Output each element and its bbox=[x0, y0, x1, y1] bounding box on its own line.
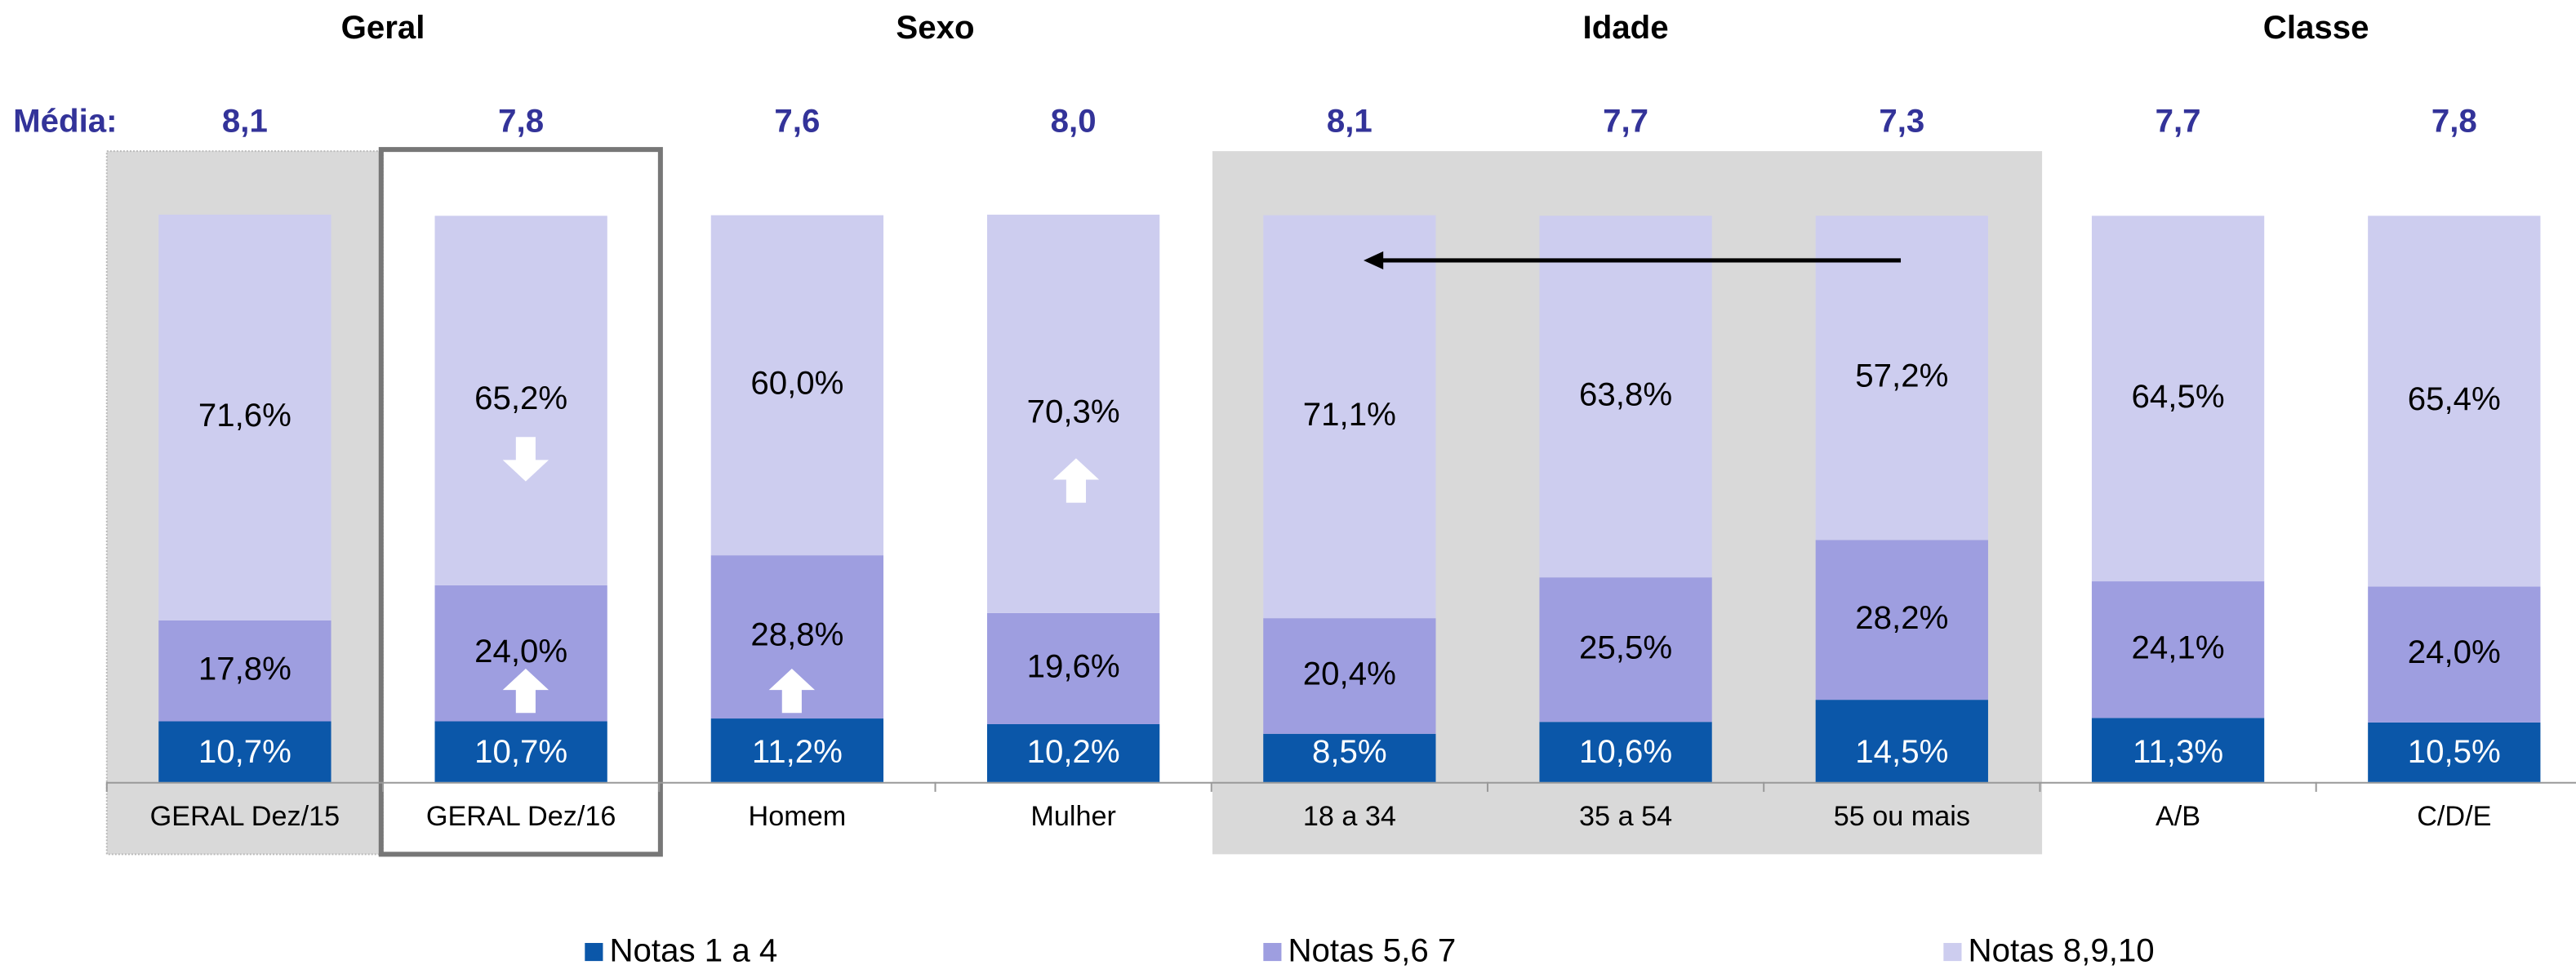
group-header: Sexo bbox=[896, 9, 974, 46]
highlight-box bbox=[378, 147, 663, 857]
average-label: 7,8 bbox=[498, 103, 544, 140]
arrow-up bbox=[502, 668, 549, 714]
data-label: 24,1% bbox=[2132, 629, 2225, 665]
bar-segment bbox=[158, 214, 331, 620]
bar-segment bbox=[158, 620, 331, 722]
bar-segment bbox=[1815, 700, 1988, 782]
annotations bbox=[502, 251, 1902, 714]
trend-arrow-head bbox=[1364, 251, 1384, 270]
data-label: 11,2% bbox=[752, 733, 843, 770]
bar-segment bbox=[2091, 581, 2265, 718]
group-header: Geral bbox=[341, 9, 425, 46]
average-label: 8,0 bbox=[1051, 103, 1097, 140]
average-label: 7,3 bbox=[1879, 103, 1924, 140]
bar-segment bbox=[1815, 216, 1988, 540]
bar-segment bbox=[434, 721, 607, 782]
arrow-up bbox=[768, 668, 816, 714]
bar-segment bbox=[2091, 718, 2265, 782]
bar-segment bbox=[2368, 216, 2541, 587]
data-label: 70,3% bbox=[1027, 394, 1120, 430]
bar-segment bbox=[1263, 733, 1436, 782]
data-label: 10,6% bbox=[1579, 733, 1672, 770]
data-label: 10,7% bbox=[474, 733, 567, 770]
data-label: 14,5% bbox=[1855, 733, 1948, 770]
data-label: 19,6% bbox=[1027, 648, 1120, 685]
data-label: 24,0% bbox=[2408, 634, 2501, 670]
legend-label: Notas 1 a 4 bbox=[609, 932, 777, 969]
average-label: 8,1 bbox=[222, 103, 268, 140]
data-label: 60,0% bbox=[750, 364, 843, 401]
x-tick-label: Mulher bbox=[1030, 801, 1116, 832]
bar-segment bbox=[2368, 586, 2541, 723]
data-label: 11,3% bbox=[2133, 733, 2223, 770]
legend-label: Notas 8,9,10 bbox=[1969, 932, 2155, 969]
bar-segment bbox=[1539, 577, 1712, 723]
data-label: 63,8% bbox=[1579, 376, 1672, 412]
x-tick-label: 35 a 54 bbox=[1579, 801, 1672, 832]
data-label: 10,7% bbox=[198, 733, 291, 770]
legend-swatch bbox=[1263, 942, 1282, 962]
bar-segment bbox=[1539, 722, 1712, 782]
bar-segment bbox=[986, 214, 1160, 613]
legend-swatch bbox=[1943, 942, 1962, 962]
legend-label: Notas 5,6 7 bbox=[1288, 932, 1457, 969]
bar-segment bbox=[158, 721, 331, 782]
x-tick-label: Homem bbox=[749, 801, 847, 832]
x-tick-label: 18 a 34 bbox=[1303, 801, 1396, 832]
data-label: 8,5% bbox=[1312, 733, 1387, 770]
average-label: 7,7 bbox=[1603, 103, 1648, 140]
data-label: 10,2% bbox=[1027, 733, 1120, 770]
average-label: 7,8 bbox=[2431, 103, 2477, 140]
group-header: Classe bbox=[2263, 9, 2369, 46]
data-label: 65,4% bbox=[2408, 380, 2501, 417]
arrow-up bbox=[1052, 458, 1100, 503]
average-label: 8,1 bbox=[1327, 103, 1373, 140]
bar-segment bbox=[986, 723, 1160, 782]
x-tick-label: C/D/E bbox=[2417, 801, 2491, 832]
legend-swatch bbox=[585, 942, 603, 962]
arrow-down bbox=[502, 437, 549, 482]
averages-label: Média: bbox=[13, 103, 117, 140]
x-tick-label: GERAL Dez/15 bbox=[150, 801, 340, 832]
bar-segment bbox=[710, 215, 884, 556]
data-label: 65,2% bbox=[474, 380, 567, 416]
marks: Geral Sexo Idade Classe GERAL Dez/15 8,1 10,7%… bbox=[105, 9, 2541, 969]
data-label: 24,0% bbox=[474, 633, 567, 669]
data-label: 28,8% bbox=[750, 616, 843, 653]
bar-segment bbox=[710, 718, 884, 782]
group-header: Idade bbox=[1583, 9, 1669, 46]
x-tick-label: A/B bbox=[2156, 801, 2200, 832]
data-label: 17,8% bbox=[198, 650, 291, 687]
bar-segment bbox=[2368, 722, 2541, 782]
data-label: 57,2% bbox=[1855, 357, 1948, 394]
bar-segment bbox=[2091, 216, 2265, 582]
bar-segment bbox=[1263, 215, 1436, 619]
bar-segment bbox=[434, 216, 607, 585]
bar-segment bbox=[986, 612, 1160, 724]
average-label: 7,7 bbox=[2156, 103, 2201, 140]
data-label: 28,2% bbox=[1855, 599, 1948, 636]
data-label: 71,1% bbox=[1303, 396, 1396, 433]
x-tick-label: 55 ou mais bbox=[1834, 801, 1970, 832]
data-label: 25,5% bbox=[1579, 629, 1672, 665]
data-label: 10,5% bbox=[2408, 733, 2501, 770]
x-tick-label: GERAL Dez/16 bbox=[426, 801, 616, 832]
data-label: 71,6% bbox=[198, 397, 291, 434]
data-label: 64,5% bbox=[2132, 378, 2225, 415]
bar-segment bbox=[1815, 540, 1988, 700]
average-label: 7,6 bbox=[774, 103, 820, 140]
data-label: 20,4% bbox=[1303, 656, 1396, 692]
bar-segment bbox=[1263, 618, 1436, 734]
bar-segment bbox=[1539, 216, 1712, 578]
